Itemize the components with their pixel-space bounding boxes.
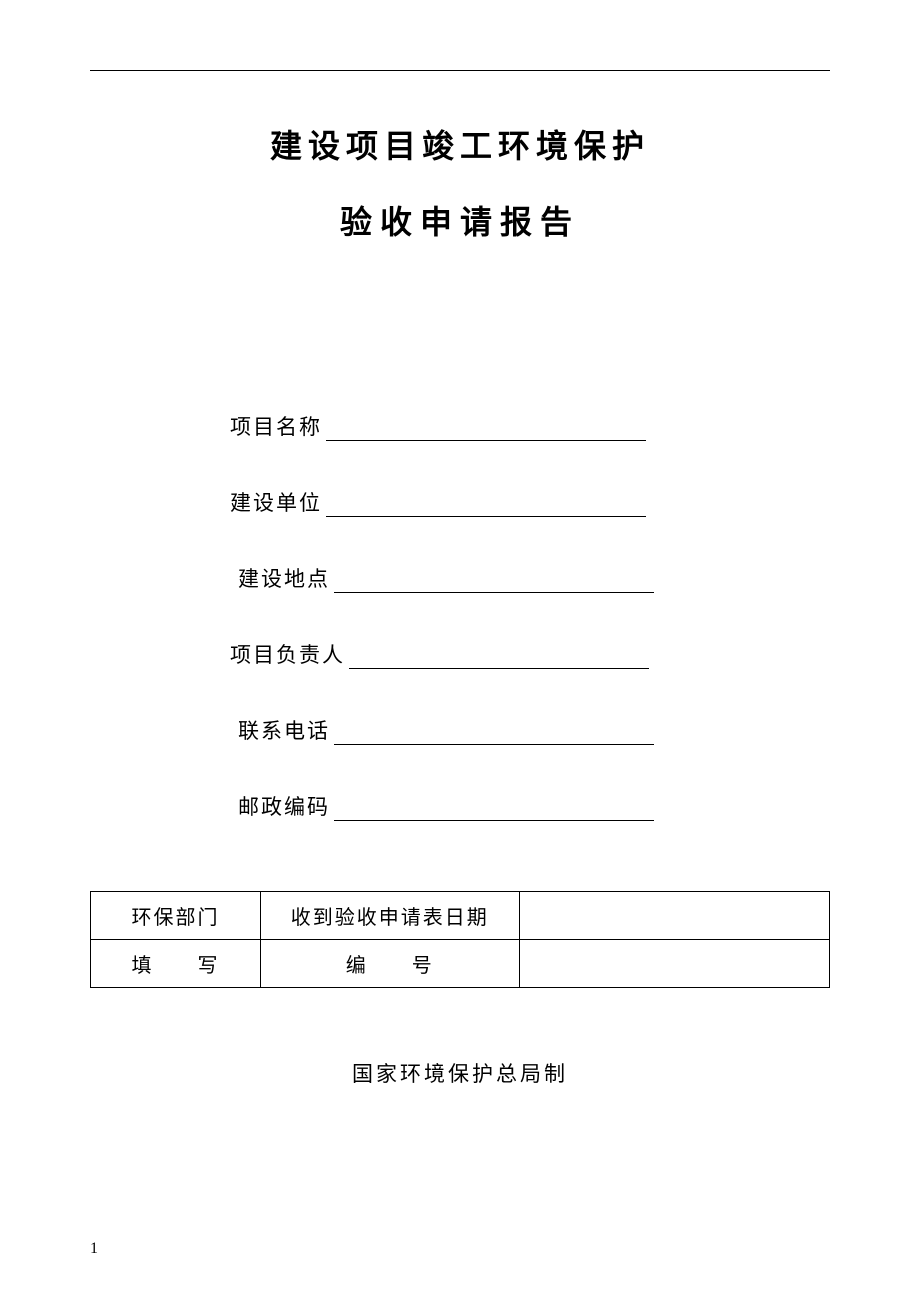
field-postcode: 邮政编码 [238, 793, 830, 821]
page-number: 1 [90, 1240, 98, 1258]
field-blank-line[interactable] [334, 723, 654, 745]
table-cell-date-value[interactable] [519, 892, 829, 940]
issuing-authority: 国家环境保护总局制 [90, 1058, 830, 1088]
document-page: 建设项目竣工环境保护 验收申请报告 项目名称 建设单位 建设地点 项目负责人 联… [0, 0, 920, 1302]
title-line-1: 建设项目竣工环境保护 [90, 121, 830, 167]
table-cell-dept-label-1: 环保部门 [91, 892, 261, 940]
field-label: 邮政编码 [238, 791, 330, 821]
field-label: 联系电话 [238, 715, 330, 745]
field-blank-line[interactable] [349, 647, 649, 669]
table-row: 环保部门 收到验收申请表日期 [91, 892, 830, 940]
field-project-lead: 项目负责人 [230, 641, 830, 669]
field-blank-line[interactable] [334, 571, 654, 593]
field-blank-line[interactable] [326, 419, 646, 441]
title-line-2: 验收申请报告 [90, 197, 830, 243]
field-construction-location: 建设地点 [238, 565, 830, 593]
top-divider [90, 70, 830, 71]
field-blank-line[interactable] [334, 799, 654, 821]
env-dept-table: 环保部门 收到验收申请表日期 填 写 编 号 [90, 891, 830, 988]
field-project-name: 项目名称 [230, 413, 830, 441]
field-label: 建设地点 [238, 563, 330, 593]
table-cell-date-label: 收到验收申请表日期 [260, 892, 519, 940]
field-label: 项目负责人 [230, 639, 345, 669]
form-fields-block: 项目名称 建设单位 建设地点 项目负责人 联系电话 邮政编码 [230, 413, 830, 821]
field-phone: 联系电话 [238, 717, 830, 745]
field-label: 项目名称 [230, 411, 322, 441]
table-cell-dept-label-2: 填 写 [91, 940, 261, 988]
field-label: 建设单位 [230, 487, 322, 517]
field-construction-unit: 建设单位 [230, 489, 830, 517]
table-row: 填 写 编 号 [91, 940, 830, 988]
field-blank-line[interactable] [326, 495, 646, 517]
table-cell-number-value[interactable] [519, 940, 829, 988]
table-cell-number-label: 编 号 [260, 940, 519, 988]
title-block: 建设项目竣工环境保护 验收申请报告 [90, 121, 830, 243]
